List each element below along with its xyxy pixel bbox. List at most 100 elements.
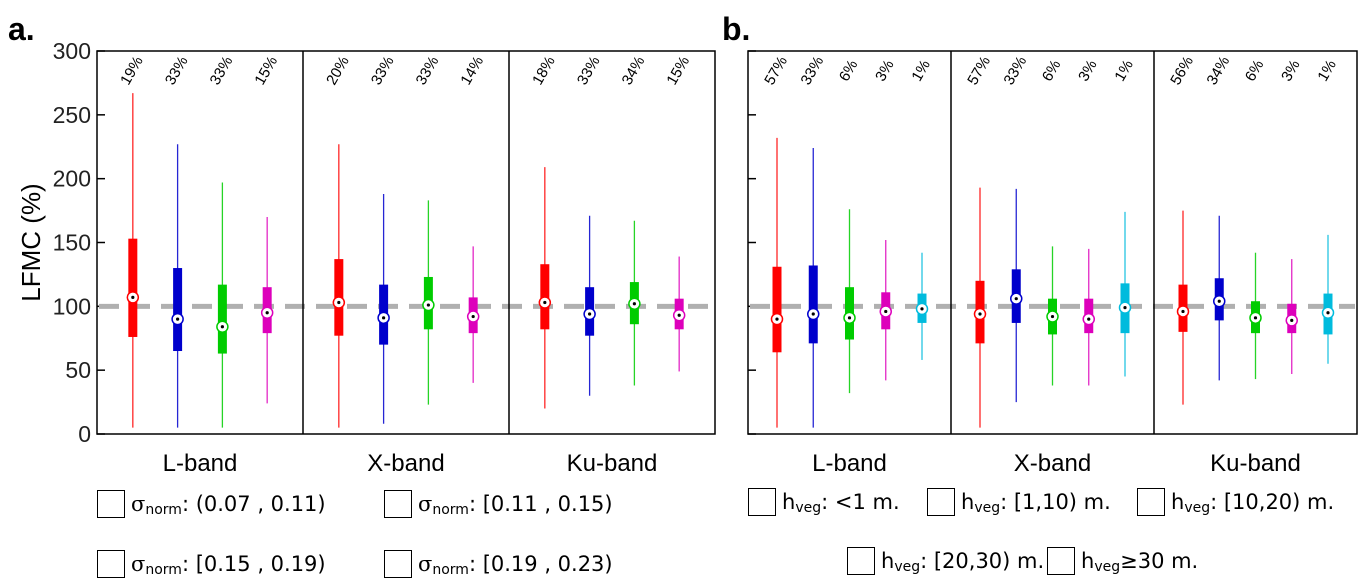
legend-symbol: h (881, 549, 895, 573)
median-dot (382, 316, 386, 320)
legend-symbol: h (1171, 490, 1185, 514)
legend-subscript: norm (432, 502, 469, 518)
panel-label: b. (722, 11, 750, 47)
legend-subscript: norm (432, 562, 469, 578)
plot-frame (96, 50, 716, 435)
percent-label: 6% (836, 57, 862, 84)
percent-label: 33% (797, 53, 827, 88)
percent-label: 1% (1111, 57, 1137, 84)
percent-label: 6% (1039, 57, 1065, 84)
legend-text: : [20,30) m. (920, 549, 1045, 573)
median-dot (543, 300, 547, 305)
median-dot (1326, 311, 1330, 315)
y-tick-label: 150 (53, 230, 91, 256)
legend-swatch-blue (384, 490, 412, 518)
y-tick-label: 50 (65, 357, 91, 383)
y-axis-label: LFMC (%) (16, 183, 46, 301)
legend-subscript: veg (795, 500, 822, 516)
percent-label: 15% (251, 53, 281, 88)
group-label: X-band (367, 450, 444, 477)
legend-text: ≥30 m. (1120, 549, 1199, 573)
percent-label: 6% (1242, 57, 1268, 84)
legend-a-0: σ norm: (0.07 , 0.11) (97, 490, 326, 518)
percent-label: 3% (872, 57, 898, 84)
legend-subscript: veg (974, 500, 1001, 516)
median-dot (471, 314, 475, 319)
median-dot (632, 302, 636, 306)
percent-label: 33% (1000, 53, 1030, 88)
median-dot (978, 312, 982, 316)
legend-swatch-blue (927, 488, 955, 516)
percent-label: 3% (1075, 57, 1101, 84)
legend-b-2: h veg: [10,20) m. (1137, 488, 1334, 516)
percent-label: 1% (908, 57, 934, 84)
box (217, 284, 227, 354)
median-dot (677, 313, 681, 317)
legend-symbol: h (961, 490, 975, 514)
legend-swatch-magenta (847, 547, 875, 575)
y-tick-label: 200 (53, 166, 91, 192)
legend-subscript: veg (1184, 500, 1211, 516)
box (808, 265, 818, 344)
median-dot (1253, 316, 1258, 320)
percent-label: 3% (1278, 57, 1304, 84)
median-dot (1123, 306, 1127, 310)
percent-label: 56% (1167, 53, 1197, 88)
median-dot (811, 312, 815, 316)
legend-swatch-green (97, 550, 125, 578)
legend-text: : (0.07 , 0.11) (181, 492, 326, 516)
percent-label: 1% (1314, 57, 1340, 84)
legend-subscript: veg (1094, 559, 1121, 575)
median-dot (220, 325, 224, 329)
legend-symbol: h (782, 490, 796, 514)
legend-swatch-cyan (1047, 547, 1075, 575)
percent-label: 33% (162, 53, 192, 88)
legend-text: : [10,20) m. (1210, 490, 1335, 514)
y-tick-label: 0 (78, 421, 91, 447)
median-dot (426, 303, 430, 307)
median-dot (884, 309, 888, 314)
median-dot (1014, 297, 1018, 301)
median-dot (265, 311, 269, 315)
legend-subscript: norm (145, 562, 182, 578)
legend-b-3: h veg: [20,30) m. (847, 547, 1044, 575)
percent-label: 15% (663, 53, 693, 88)
group-label: L-band (163, 450, 238, 477)
legend-symbol: σ (418, 552, 433, 576)
percent-label: 14% (457, 53, 487, 88)
plot-frame (747, 50, 1358, 435)
median-dot (1050, 314, 1055, 319)
group-label: L-band (812, 450, 887, 477)
percent-label: 57% (761, 53, 791, 88)
median-dot (1290, 318, 1294, 322)
median-dot (1087, 317, 1091, 321)
legend-subscript: norm (145, 502, 182, 518)
median-dot (920, 307, 924, 311)
legend-text: : [0.19 , 0.23) (468, 552, 613, 576)
percent-label: 33% (413, 53, 443, 88)
median-dot (337, 300, 341, 305)
legend-text: : <1 m. (821, 490, 900, 514)
median-dot (131, 295, 135, 299)
y-tick-label: 100 (53, 293, 91, 319)
legend-symbol: h (1081, 549, 1095, 573)
legend-symbol: σ (131, 552, 146, 576)
box (772, 266, 782, 353)
percent-label: 33% (368, 53, 398, 88)
percent-label: 57% (964, 53, 994, 88)
legend-symbol: σ (131, 492, 146, 516)
percent-label: 33% (574, 53, 604, 88)
legend-a-1: σ norm: [0.11 , 0.15) (384, 490, 613, 518)
legend-b-4: h veg ≥30 m. (1047, 547, 1198, 575)
group-label: Ku-band (1210, 450, 1301, 477)
percent-label: 34% (619, 53, 649, 88)
legend-symbol: σ (418, 492, 433, 516)
median-dot (588, 312, 592, 316)
panel-a: a. 0 50 100 150 200 250 300 LFMC (%) L-band 19% 33%… (8, 11, 716, 477)
legend-swatch-green (1137, 488, 1165, 516)
median-dot (775, 317, 779, 321)
percent-label: 18% (529, 53, 559, 88)
legend-swatch-magenta (384, 550, 412, 578)
y-tick-label: 300 (53, 38, 91, 64)
